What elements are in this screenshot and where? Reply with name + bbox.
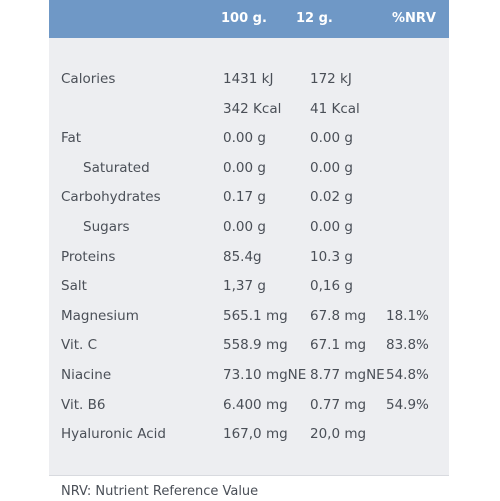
value-per-12g: 0,16 g [310,278,353,295]
value-per-100g: 167,0 mg [223,426,288,443]
table-row: 342 Kcal 41 Kcal [0,100,500,120]
value-nrv: 18.1% [386,307,429,324]
value-per-12g: 8.77 mgNE [310,367,385,383]
table-row: Vit. B6 6.400 mg 0.77 mg 54.9% [0,396,500,416]
nrv-footnote: NRV: Nutrient Reference Value [61,484,259,499]
nutrient-label: Saturated [83,159,150,176]
table-header: 100 g. 12 g. %NRV [49,0,449,38]
value-nrv: 83.8% [386,337,429,354]
value-per-100g: 0.00 g [223,159,266,176]
value-per-12g: 10.3 g [310,248,353,265]
nutrient-label: Hyaluronic Acid [61,426,166,443]
nutrient-label: Magnesium [61,307,139,324]
value-per-12g: 0.77 mg [310,396,367,413]
value-per-12g: 0.00 g [310,219,353,235]
nutrient-label: Carbohydrates [61,189,161,206]
value-per-12g: 0.00 g [310,159,353,176]
table-row: Vit. C 558.9 mg 67.1 mg 83.8% [0,336,500,356]
value-per-12g: 172 kJ [310,71,352,87]
value-per-100g: 0.00 g [223,219,266,235]
value-per-100g: 565.1 mg [223,307,288,324]
value-per-100g: 342 Kcal [223,100,282,117]
table-footer [49,475,449,501]
value-per-100g: 558.9 mg [223,337,288,354]
table-row: Fat 0.00 g 0.00 g [0,129,500,149]
table-row: Proteins 85.4g 10.3 g [0,248,500,268]
value-nrv: 54.8% [386,367,429,383]
value-per-100g: 85.4g [223,248,262,265]
value-per-100g: 1431 kJ [223,71,274,87]
value-per-12g: 67.8 mg [310,307,367,324]
value-per-100g: 0.00 g [223,130,266,147]
table-row: Niacine 73.10 mgNE 8.77 mgNE 54.8% [0,366,500,386]
table-row: Magnesium 565.1 mg 67.8 mg 18.1% [0,307,500,327]
value-per-100g: 1,37 g [223,278,266,295]
nutrient-label: Salt [61,278,87,295]
table-row: Saturated 0.00 g 0.00 g [0,159,500,179]
nutrient-label: Proteins [61,248,116,265]
header-12g: 12 g. [296,11,333,26]
header-100g: 100 g. [221,11,267,26]
nutrient-label: Niacine [61,367,112,383]
nutrient-label: Fat [61,130,82,147]
value-per-12g: 67.1 mg [310,337,367,354]
value-per-100g: 73.10 mgNE [223,367,307,383]
value-per-100g: 6.400 mg [223,396,288,413]
table-row: Salt 1,37 g 0,16 g [0,277,500,297]
value-per-12g: 0.00 g [310,130,353,147]
table-row: Calories 1431 kJ 172 kJ [0,70,500,90]
value-per-12g: 41 Kcal [310,100,360,117]
nutrient-label: Calories [61,71,116,87]
table-row: Sugars 0.00 g 0.00 g [0,218,500,238]
nutrient-label: Sugars [83,219,130,235]
value-per-100g: 0.17 g [223,189,266,206]
value-nrv: 54.9% [386,396,429,413]
nutrient-label: Vit. C [61,337,97,354]
value-per-12g: 20,0 mg [310,426,367,443]
nutrient-label: Vit. B6 [61,396,106,413]
header-nrv: %NRV [392,11,436,26]
value-per-12g: 0.02 g [310,189,353,206]
nutrition-table-panel [49,0,449,475]
table-row: Hyaluronic Acid 167,0 mg 20,0 mg [0,425,500,445]
table-row: Carbohydrates 0.17 g 0.02 g [0,188,500,208]
